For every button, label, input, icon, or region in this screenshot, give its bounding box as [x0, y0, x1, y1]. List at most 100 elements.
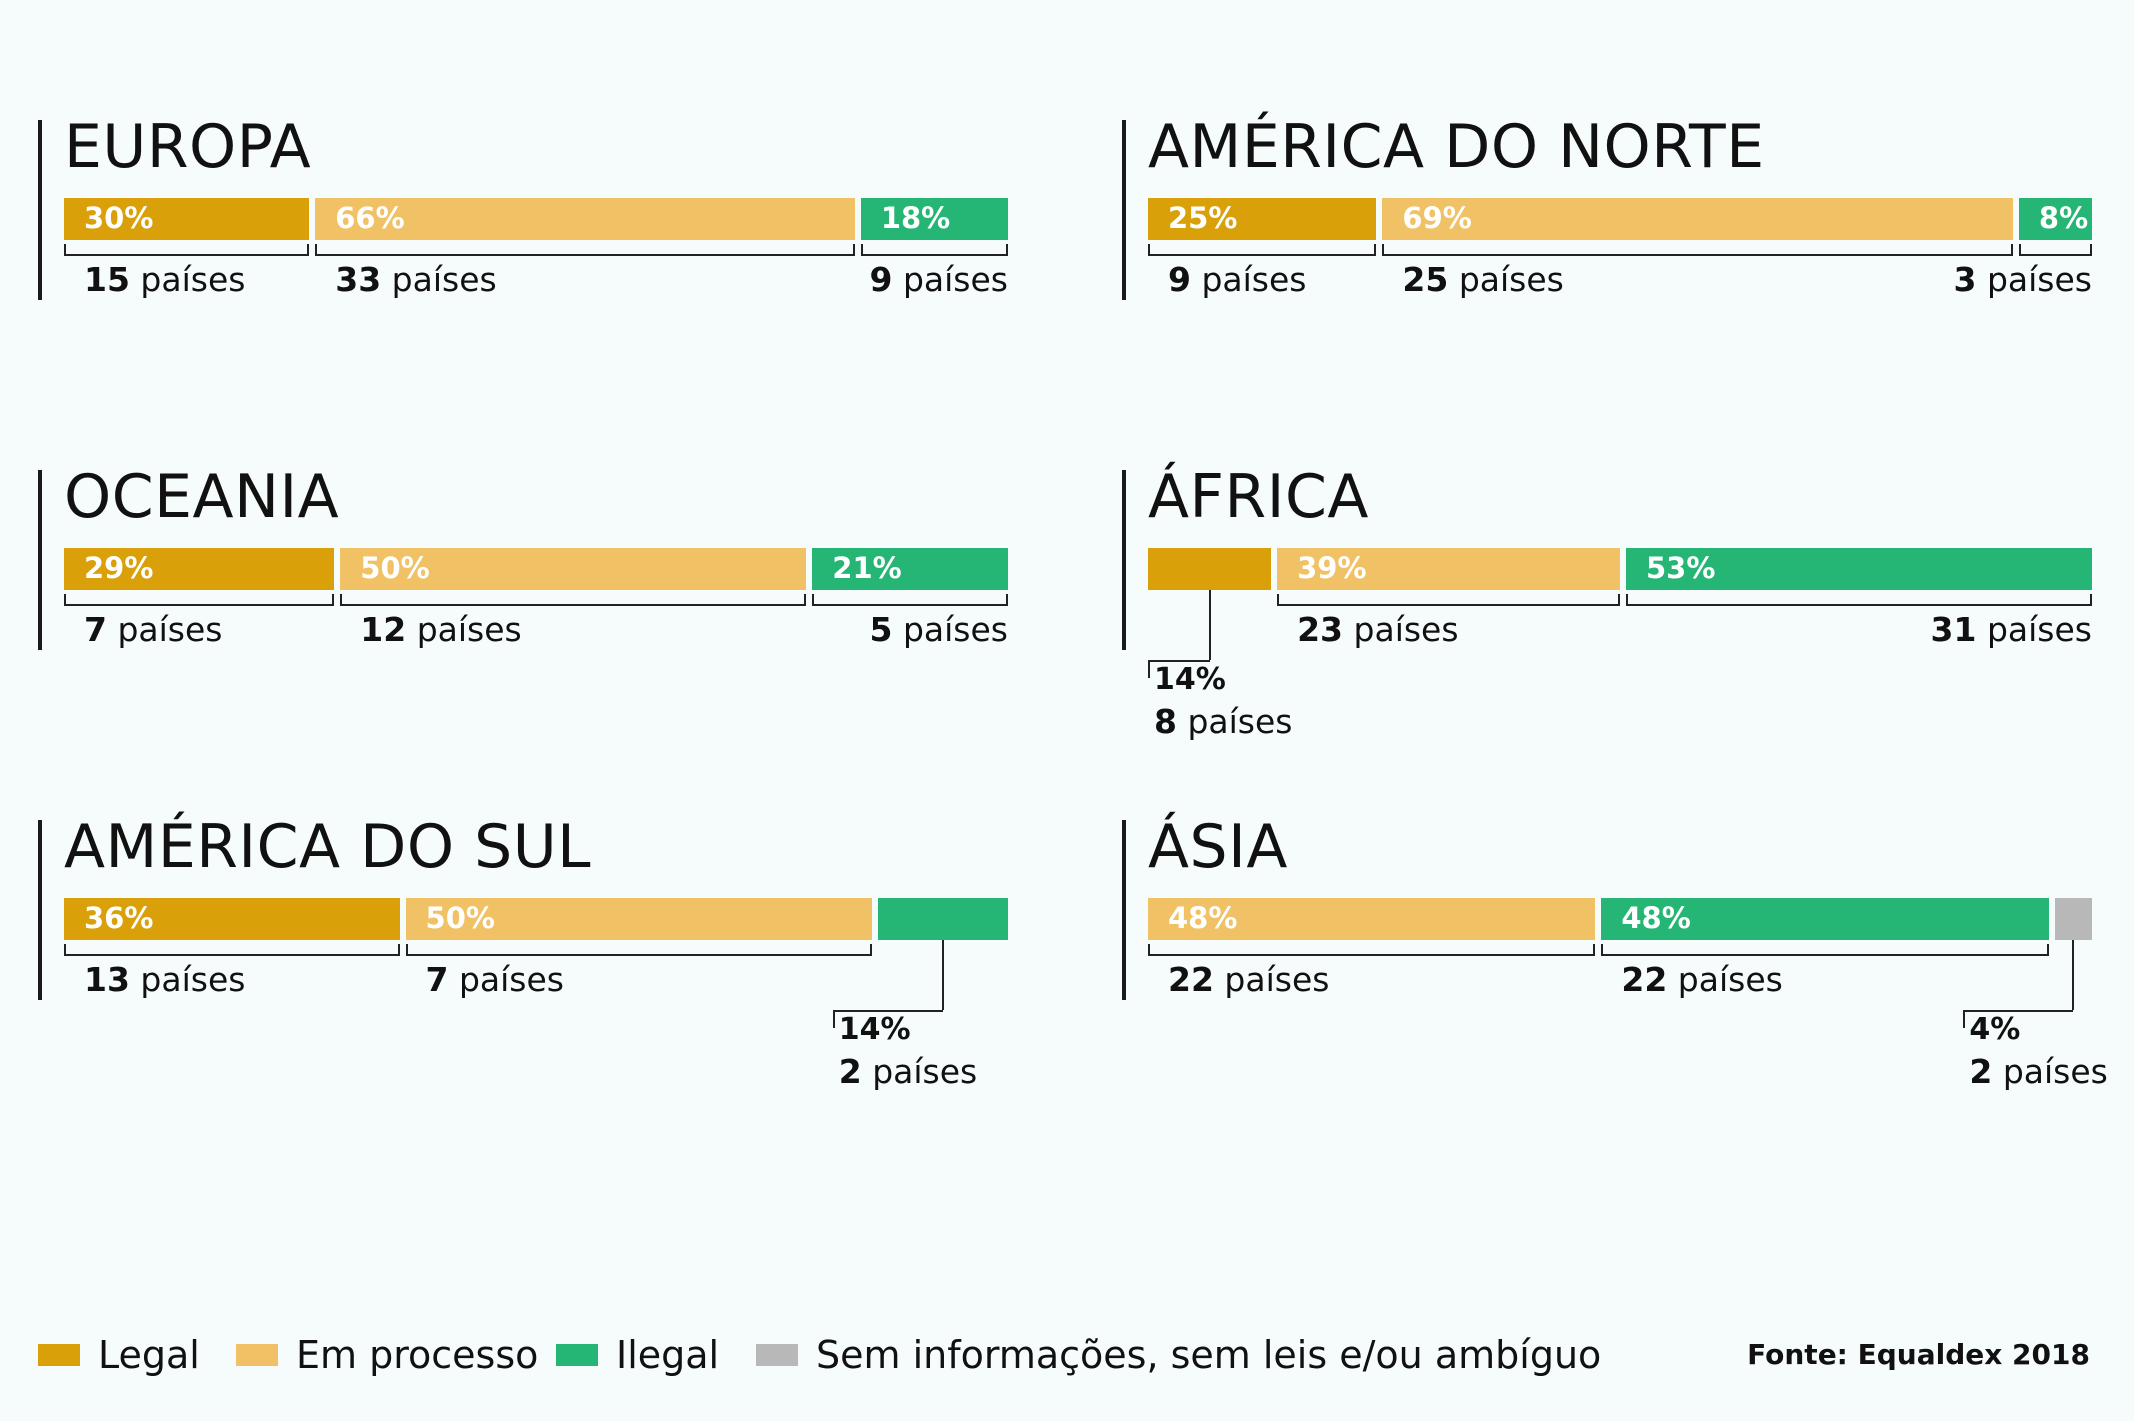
legend-swatch-ilegal: [556, 1344, 598, 1366]
bar-value-label: 18%: [880, 201, 951, 235]
legend-item-em-processo: Em processo: [236, 1330, 538, 1380]
callout-value-label: 4%: [1969, 1012, 2021, 1047]
region-title: ÁFRICA: [1148, 462, 1369, 532]
legend-item-ilegal: Ilegal: [556, 1330, 719, 1380]
legend-item-legal: Legal: [38, 1330, 200, 1380]
bar-segment: 8%: [2018, 198, 2092, 240]
legend-label-sem-info: Sem informações, sem leis e/ou ambíguo: [816, 1333, 1602, 1377]
country-count: 13 países: [84, 960, 246, 999]
country-count: 2 países: [1969, 1052, 2108, 1091]
bar-value-label: 69%: [1402, 201, 1472, 235]
region-divider: [38, 470, 42, 650]
country-count: 23 países: [1297, 610, 1459, 649]
region-title: OCEANIA: [64, 462, 340, 532]
country-count-number: 31: [1930, 610, 1977, 649]
callout-line: [2072, 940, 2075, 1010]
callout-line: [1148, 660, 1150, 678]
legend-swatch-em-processo: [236, 1344, 278, 1366]
segment-bracket: [405, 944, 872, 956]
country-count-number: 2: [1969, 1052, 1993, 1091]
country-count: 3 países: [1953, 260, 2093, 299]
region-divider: [1122, 120, 1126, 300]
bar-value-label: 48%: [1168, 901, 1238, 935]
segment-bracket: [1148, 244, 1377, 256]
bar-segment: 25%: [1148, 198, 1377, 240]
callout-line: [1963, 1010, 2074, 1012]
bar-value-label: 30%: [84, 201, 154, 235]
country-count: 22 países: [1168, 960, 1330, 999]
bar-value-label: 29%: [84, 551, 154, 585]
country-count-number: 25: [1402, 260, 1449, 299]
country-count: 31 países: [1930, 610, 2092, 649]
country-count: 7 países: [84, 610, 223, 649]
segment-bracket: [1382, 244, 2013, 256]
country-count-number: 23: [1297, 610, 1344, 649]
country-count-number: 7: [84, 610, 107, 649]
country-count-number: 33: [335, 260, 382, 299]
bar-segment: 29%: [64, 548, 335, 590]
bar-value-label: 25%: [1168, 201, 1238, 235]
country-count-number: 13: [84, 960, 130, 999]
region-panel: AMÉRICA DO NORTE 25% 9 países 69% 25 países 8…: [1122, 112, 2134, 450]
country-count-number: 8: [1154, 702, 1177, 741]
segment-bracket: [315, 244, 855, 256]
country-count: 2 países: [838, 1052, 978, 1091]
country-count: 9 países: [869, 260, 1009, 299]
bar-segment: [1148, 548, 1272, 590]
callout-line: [832, 1010, 943, 1012]
bar-segment: [877, 898, 1008, 940]
legend-label-legal: Legal: [98, 1333, 200, 1377]
segment-bracket: [64, 244, 310, 256]
bar-segment: 39%: [1277, 548, 1620, 590]
bar-value-label: 39%: [1297, 551, 1367, 585]
segment-bracket: [64, 594, 335, 606]
country-count: 5 países: [869, 610, 1009, 649]
region-title: ÁSIA: [1148, 812, 1288, 882]
country-count: 8 países: [1154, 702, 1293, 741]
bar-segment: 36%: [64, 898, 400, 940]
country-count-number: 2: [838, 1052, 862, 1091]
region-panel: OCEANIA 29% 7 países 50% 12 países 21% 5 paíse…: [38, 462, 1058, 800]
segment-bracket: [340, 594, 807, 606]
legend-swatch-legal: [38, 1344, 80, 1366]
bar-segment: [2054, 898, 2092, 940]
country-count-number: 22: [1168, 960, 1214, 999]
region-divider: [38, 120, 42, 300]
callout-value-label: 14%: [1154, 662, 1226, 697]
region-panel: AMÉRICA DO SUL 36% 13 países 50% 7 países 14%…: [38, 812, 1058, 1150]
segment-bracket: [1277, 594, 1620, 606]
region-title: AMÉRICA DO SUL: [64, 812, 592, 882]
bar-value-label: 48%: [1621, 901, 1691, 935]
bar-segment: 66%: [315, 198, 855, 240]
legend-label-ilegal: Ilegal: [616, 1333, 720, 1377]
country-count-number: 22: [1621, 960, 1668, 999]
country-count-number: 15: [84, 260, 130, 299]
bar-segment: 48%: [1601, 898, 2049, 940]
segment-bracket: [1626, 594, 2092, 606]
callout-line: [1963, 1010, 1966, 1028]
segment-bracket: [1148, 944, 1596, 956]
legend-swatch-sem-info: [756, 1344, 798, 1366]
legend-label-em-processo: Em processo: [296, 1333, 539, 1377]
segment-bracket: [2018, 244, 2092, 256]
segment-bracket: [860, 244, 1008, 256]
region-divider: [38, 820, 42, 1000]
bar-segment: 18%: [860, 198, 1008, 240]
bar-segment: 50%: [405, 898, 872, 940]
bar-value-label: 50%: [425, 901, 495, 935]
bar-segment: 48%: [1148, 898, 1596, 940]
bar-value-label: 21%: [832, 551, 902, 585]
segment-bracket: [812, 594, 1008, 606]
callout-line: [832, 1010, 835, 1028]
bar-value-label: 8%: [2038, 201, 2089, 235]
region-divider: [1122, 820, 1126, 1000]
country-count: 7 países: [425, 960, 565, 999]
bar-segment: 53%: [1626, 548, 2092, 590]
country-count: 12 países: [360, 610, 522, 649]
callout-value-label: 14%: [838, 1012, 911, 1047]
region-panel: ÁFRICA 14% 8 países 39% 23 países 53% 31 paíse…: [1122, 462, 2134, 800]
region-title: AMÉRICA DO NORTE: [1148, 112, 1765, 182]
callout-line: [1208, 590, 1211, 660]
country-count: 9 países: [1168, 260, 1307, 299]
bar-segment: 30%: [64, 198, 310, 240]
